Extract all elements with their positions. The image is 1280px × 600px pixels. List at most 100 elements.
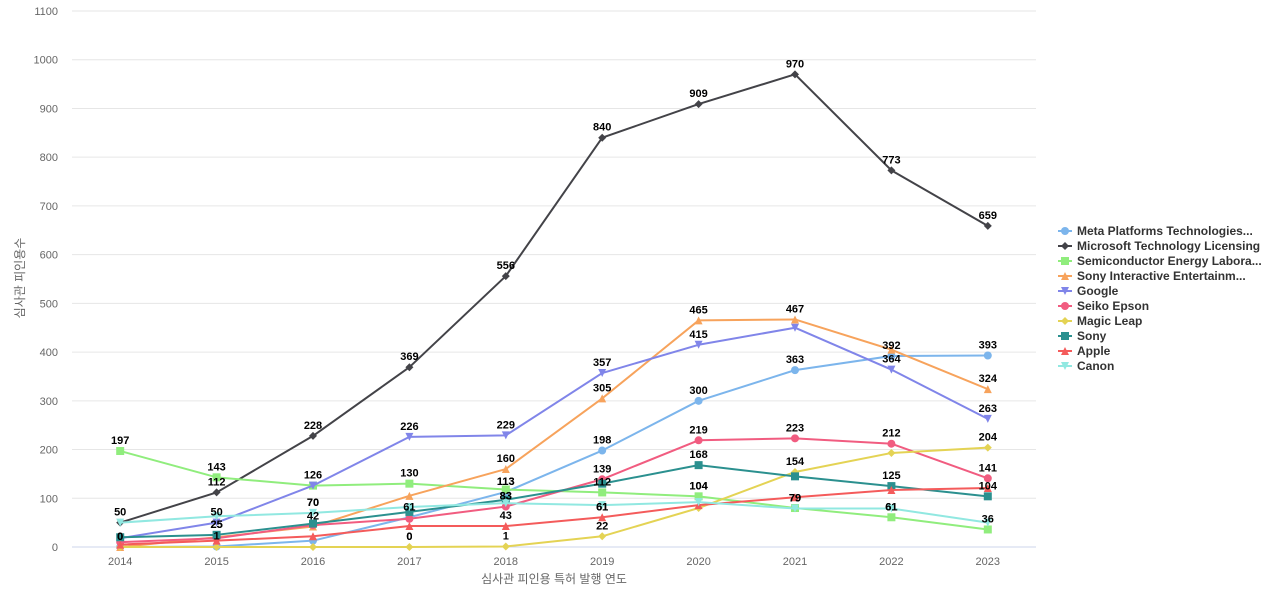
data-point-marker[interactable] [116, 518, 125, 527]
data-point-marker[interactable] [212, 536, 221, 545]
data-point-marker[interactable] [887, 448, 896, 457]
data-point-marker[interactable] [405, 479, 414, 488]
data-point-marker[interactable] [983, 492, 992, 501]
data-point-marker[interactable] [405, 514, 414, 523]
legend-item[interactable]: Semiconductor Energy Labora... [1058, 254, 1262, 268]
data-point-marker[interactable] [598, 446, 607, 455]
data-point-marker[interactable] [694, 316, 703, 325]
data-point-marker[interactable] [598, 369, 607, 378]
data-point-marker[interactable] [405, 491, 414, 500]
data-point-marker[interactable] [405, 363, 414, 372]
legend-marker-icon[interactable] [1061, 302, 1069, 310]
data-point-marker[interactable] [598, 479, 607, 488]
data-point-marker[interactable] [983, 518, 992, 527]
data-point-marker[interactable] [694, 100, 703, 109]
data-point-marker[interactable] [983, 385, 992, 394]
data-point-marker[interactable] [887, 365, 896, 374]
data-point-marker[interactable] [309, 532, 317, 541]
legend-item[interactable]: Google [1058, 284, 1119, 298]
data-point-marker[interactable] [983, 474, 992, 483]
data-point-marker[interactable] [791, 472, 799, 481]
data-point-marker[interactable] [791, 434, 799, 443]
legend-marker-icon[interactable] [1061, 287, 1069, 295]
legend-marker-icon[interactable] [1061, 317, 1069, 325]
legend-item[interactable]: Seiko Epson [1058, 299, 1149, 313]
legend-item[interactable]: Microsoft Technology Licensing [1058, 239, 1260, 253]
series-line[interactable] [120, 437, 989, 544]
data-point-marker[interactable] [983, 443, 992, 452]
data-point-marker[interactable] [791, 323, 799, 332]
data-point-marker[interactable] [887, 485, 896, 494]
legend[interactable]: Meta Platforms Technologies...Microsoft … [1058, 224, 1262, 373]
data-point-marker[interactable] [791, 366, 799, 375]
data-point-marker[interactable] [598, 501, 607, 510]
data-point-marker[interactable] [116, 540, 125, 549]
legend-item[interactable]: Canon [1058, 359, 1114, 373]
data-point-marker[interactable] [405, 503, 414, 512]
data-point-marker[interactable] [887, 345, 896, 354]
data-point-marker[interactable] [887, 439, 896, 448]
data-point-marker[interactable] [598, 488, 607, 497]
data-point-marker[interactable] [983, 414, 992, 423]
data-point-marker[interactable] [694, 396, 703, 405]
data-point-marker[interactable] [791, 504, 799, 513]
data-point-marker[interactable] [501, 272, 510, 281]
series-line[interactable] [120, 446, 988, 548]
series-line[interactable] [119, 450, 988, 531]
data-point-marker[interactable] [983, 221, 992, 230]
legend-item[interactable]: Sony Interactive Entertainm... [1058, 269, 1246, 283]
data-point-marker[interactable] [212, 518, 221, 527]
series-line[interactable] [120, 464, 988, 539]
legend-marker-icon[interactable] [1061, 272, 1069, 280]
series-line[interactable] [120, 354, 988, 548]
data-point-marker[interactable] [212, 512, 221, 521]
series-line[interactable] [119, 73, 989, 524]
legend-marker-icon[interactable] [1061, 227, 1069, 235]
data-point-marker[interactable] [887, 351, 896, 360]
data-point-marker[interactable] [887, 166, 896, 175]
data-point-marker[interactable] [887, 504, 896, 513]
series-line[interactable] [120, 318, 989, 548]
data-point-marker[interactable] [501, 499, 510, 508]
data-point-marker[interactable] [405, 507, 414, 516]
data-point-marker[interactable] [309, 519, 317, 528]
data-point-marker[interactable] [405, 432, 414, 441]
data-point-marker[interactable] [983, 484, 992, 493]
data-point-marker[interactable] [791, 493, 799, 502]
legend-marker-icon[interactable] [1061, 332, 1069, 340]
data-point-marker[interactable] [501, 542, 510, 551]
legend-marker-icon[interactable] [1061, 362, 1069, 370]
data-point-marker[interactable] [501, 485, 510, 494]
data-point-marker[interactable] [405, 543, 414, 551]
data-point-marker[interactable] [212, 473, 221, 482]
data-point-marker[interactable] [598, 532, 607, 541]
data-point-marker[interactable] [309, 481, 317, 490]
data-point-marker[interactable] [598, 513, 607, 522]
data-point-marker[interactable] [501, 522, 510, 531]
legend-item[interactable]: Sony [1058, 329, 1107, 343]
data-point-marker[interactable] [598, 133, 607, 142]
data-point-marker[interactable] [116, 447, 125, 456]
data-point-marker[interactable] [694, 492, 703, 501]
data-point-marker[interactable] [212, 530, 221, 539]
data-point-marker[interactable] [309, 431, 317, 440]
data-point-marker[interactable] [501, 465, 510, 474]
legend-marker-icon[interactable] [1061, 347, 1069, 355]
data-point-marker[interactable] [501, 431, 510, 440]
data-point-marker[interactable] [694, 340, 703, 349]
series-line[interactable] [120, 487, 988, 546]
legend-item[interactable]: Magic Leap [1058, 314, 1142, 328]
data-point-marker[interactable] [694, 461, 703, 470]
data-point-marker[interactable] [309, 543, 317, 551]
data-point-marker[interactable] [983, 351, 992, 360]
data-point-marker[interactable] [694, 498, 703, 507]
data-point-marker[interactable] [212, 488, 221, 497]
series-line[interactable] [120, 326, 989, 540]
data-point-marker[interactable] [405, 522, 414, 531]
data-point-marker[interactable] [116, 533, 125, 542]
data-point-marker[interactable] [212, 543, 221, 551]
data-point-marker[interactable] [791, 315, 799, 324]
series-line[interactable] [120, 501, 988, 524]
data-point-marker[interactable] [887, 513, 896, 522]
data-point-marker[interactable] [983, 525, 992, 534]
